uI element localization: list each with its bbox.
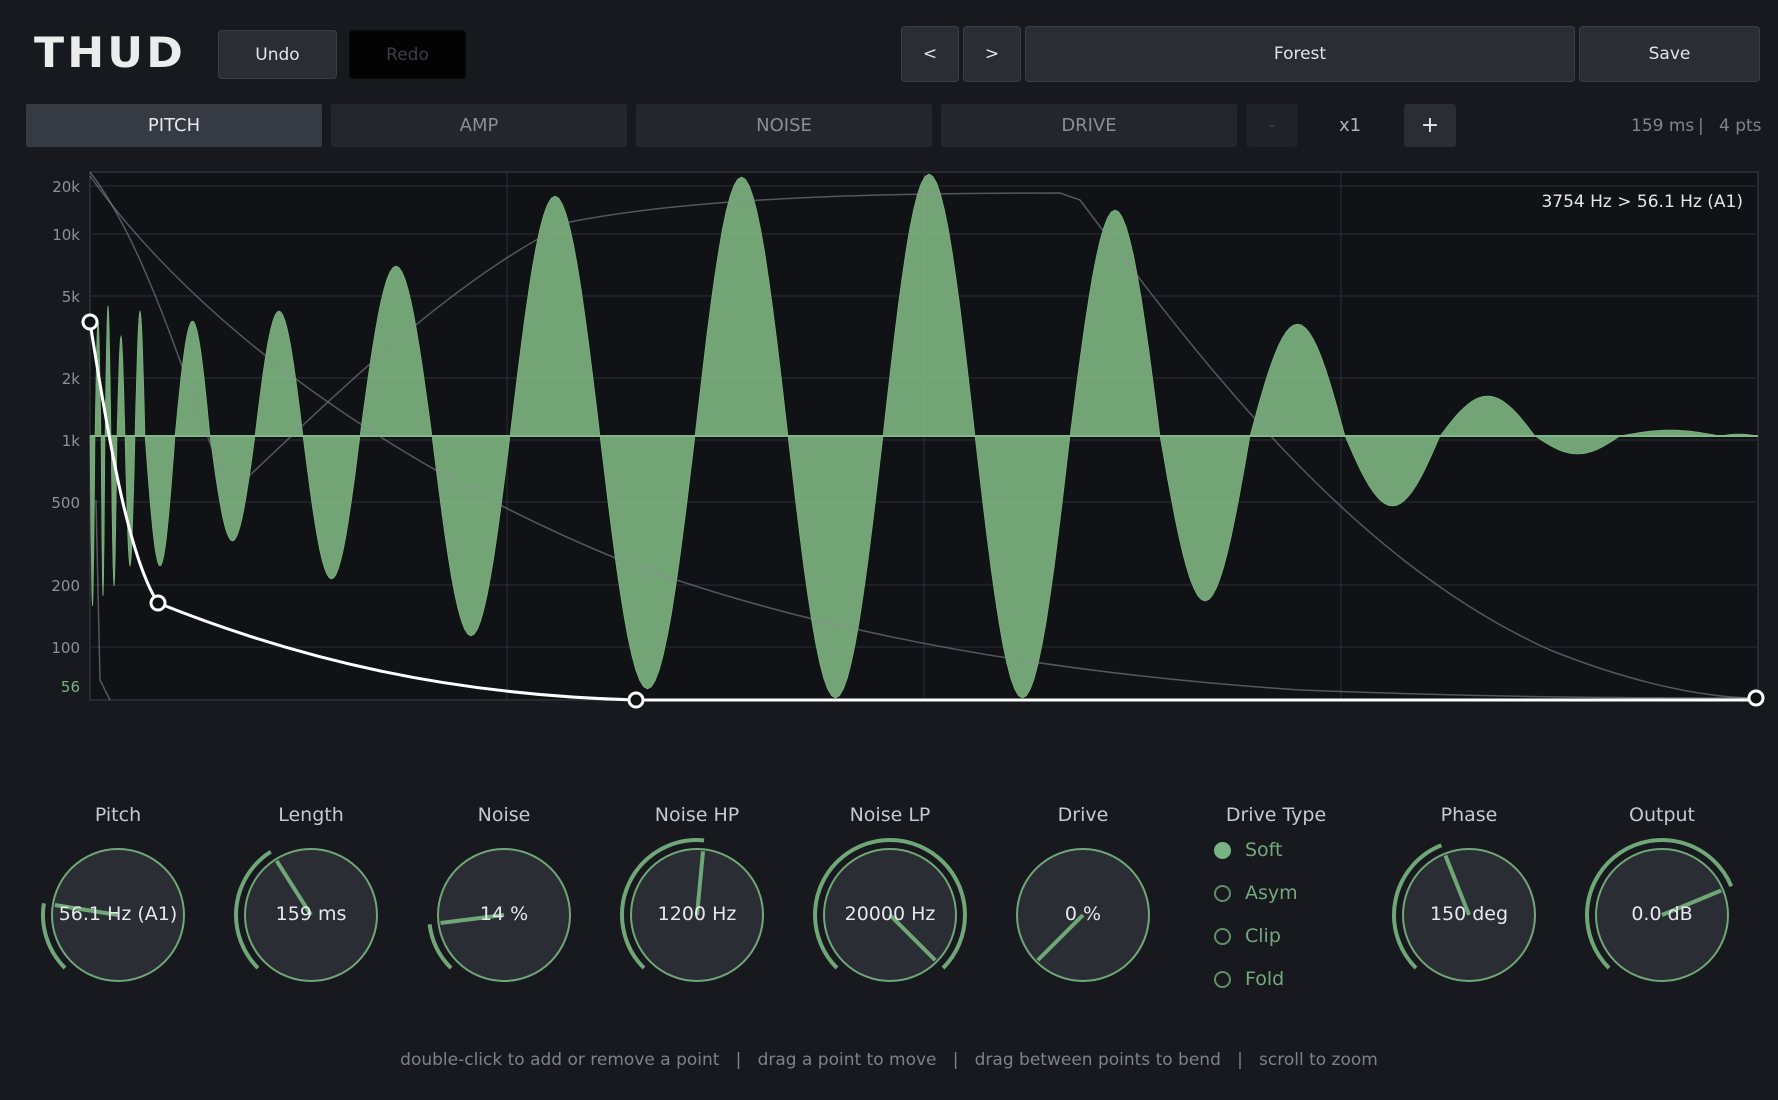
knob-value-arc	[620, 838, 705, 970]
noise-hp-knob[interactable]	[612, 830, 782, 1000]
next-preset-button[interactable]: >	[963, 26, 1021, 82]
info-separator: |	[1698, 116, 1704, 136]
drive-type-label: Drive Type	[1225, 804, 1327, 826]
zoom-in-button[interactable]: +	[1404, 104, 1456, 147]
drive-type-soft[interactable]: Soft	[1214, 839, 1283, 861]
noise-lp-value: 20000 Hz	[844, 903, 936, 925]
noise-lp-knob[interactable]	[805, 830, 975, 1000]
amp-envelope-curve	[89, 171, 1757, 699]
help-text: double-click to add or remove a point | …	[400, 1050, 1378, 1070]
knob-pointer	[1036, 913, 1085, 962]
pitch-envelope-curve[interactable]	[88, 321, 1756, 702]
pitch-knob[interactable]	[33, 830, 203, 1000]
noise-hp-value: 1200 Hz	[657, 903, 737, 925]
radio-dot[interactable]	[1214, 884, 1231, 902]
app-logo: THUD	[34, 28, 187, 77]
drive-type-fold[interactable]: Fold	[1214, 968, 1284, 990]
pitch-readout: 3754 Hz > 56.1 Hz (A1)	[1541, 192, 1743, 212]
knob-pointer	[695, 851, 706, 916]
waveform	[89, 173, 1759, 699]
noise-label: Noise	[477, 804, 531, 826]
knob-pointer	[1443, 854, 1471, 916]
knob-pointer	[888, 913, 937, 962]
length-knob[interactable]	[226, 830, 396, 1000]
zoom-out-button[interactable]: -	[1246, 104, 1298, 147]
noise-knob[interactable]	[419, 830, 589, 1000]
tab-amp[interactable]: AMP	[331, 104, 627, 147]
pitch-label: Pitch	[94, 804, 142, 826]
phase-label: Phase	[1440, 804, 1498, 826]
output-knob[interactable]	[1577, 830, 1747, 1000]
envelope-point-handle[interactable]	[1747, 689, 1765, 707]
noise-lp-label: Noise LP	[849, 804, 931, 826]
tab-noise[interactable]: NOISE	[636, 104, 932, 147]
knob-value-arc	[427, 924, 453, 970]
radio-dot[interactable]	[1214, 927, 1231, 945]
knob-value-arc	[234, 849, 272, 970]
y-tick-label: 56	[61, 678, 80, 696]
noise-hp-label: Noise HP	[654, 804, 740, 826]
y-tick-label: 2k	[62, 370, 81, 388]
y-tick-label: 1k	[62, 432, 81, 450]
redo-button[interactable]: Redo	[349, 30, 466, 79]
knob-pointer	[54, 903, 119, 917]
knob-value-arc	[1392, 843, 1443, 970]
envelope-point-handle[interactable]	[627, 691, 645, 709]
y-axis-labels: 20k 10k 5k 2k 1k 500 200 100 56	[51, 178, 80, 696]
y-tick-label: 5k	[62, 288, 81, 306]
radio-label: Soft	[1245, 839, 1283, 861]
knob-pointer	[1661, 888, 1722, 917]
undo-button[interactable]: Undo	[218, 30, 337, 79]
save-button[interactable]: Save	[1579, 26, 1760, 82]
envelope-point-handle[interactable]	[81, 313, 99, 331]
envelope-point-handle[interactable]	[149, 594, 167, 612]
noise-value: 14 %	[479, 903, 529, 925]
envelope-length: 159 ms	[1631, 116, 1695, 136]
tab-drive[interactable]: DRIVE	[941, 104, 1237, 147]
noise-envelope-curve	[89, 175, 1757, 699]
output-label: Output	[1629, 804, 1695, 826]
y-tick-label: 10k	[52, 226, 80, 244]
output-value: 0.0 dB	[1631, 903, 1693, 925]
radio-dot[interactable]	[1214, 970, 1231, 988]
drive-type-asym[interactable]: Asym	[1214, 882, 1298, 904]
y-tick-label: 500	[51, 494, 80, 512]
radio-dot-selected[interactable]	[1214, 841, 1231, 859]
radio-label: Clip	[1245, 925, 1281, 947]
phase-knob[interactable]	[1384, 830, 1554, 1000]
envelope-editor[interactable]: 20k 10k 5k 2k 1k 500 200 100 56 3754 Hz > 56.1 H…	[0, 0, 1778, 720]
drive-knob[interactable]	[998, 830, 1168, 1000]
y-tick-label: 20k	[52, 178, 80, 196]
knob-pointer	[440, 913, 505, 926]
prev-preset-button[interactable]: <	[901, 26, 959, 82]
y-tick-label: 200	[51, 577, 80, 595]
knob-value-arc	[813, 838, 967, 970]
length-label: Length	[278, 804, 344, 826]
phase-value: 150 deg	[1429, 903, 1509, 925]
envelope-points: 4 pts	[1719, 116, 1762, 136]
knob-pointer	[275, 859, 313, 917]
length-value: 159 ms	[275, 903, 347, 925]
radio-label: Asym	[1245, 882, 1298, 904]
envelope-points[interactable]	[81, 313, 1765, 709]
zoom-level: x1	[1338, 115, 1362, 136]
preset-name-field[interactable]: Forest	[1025, 26, 1575, 82]
drive-value: 0 %	[1064, 903, 1102, 925]
knob-value-arc	[41, 902, 67, 970]
drive-envelope-curve	[95, 499, 111, 701]
drive-label: Drive	[1057, 804, 1109, 826]
knob-value-arc	[1585, 838, 1734, 970]
tab-pitch[interactable]: PITCH	[26, 104, 322, 147]
radio-label: Fold	[1245, 968, 1285, 990]
pitch-value: 56.1 Hz (A1)	[58, 903, 178, 925]
y-tick-label: 100	[51, 639, 80, 657]
drive-type-clip[interactable]: Clip	[1214, 925, 1281, 947]
